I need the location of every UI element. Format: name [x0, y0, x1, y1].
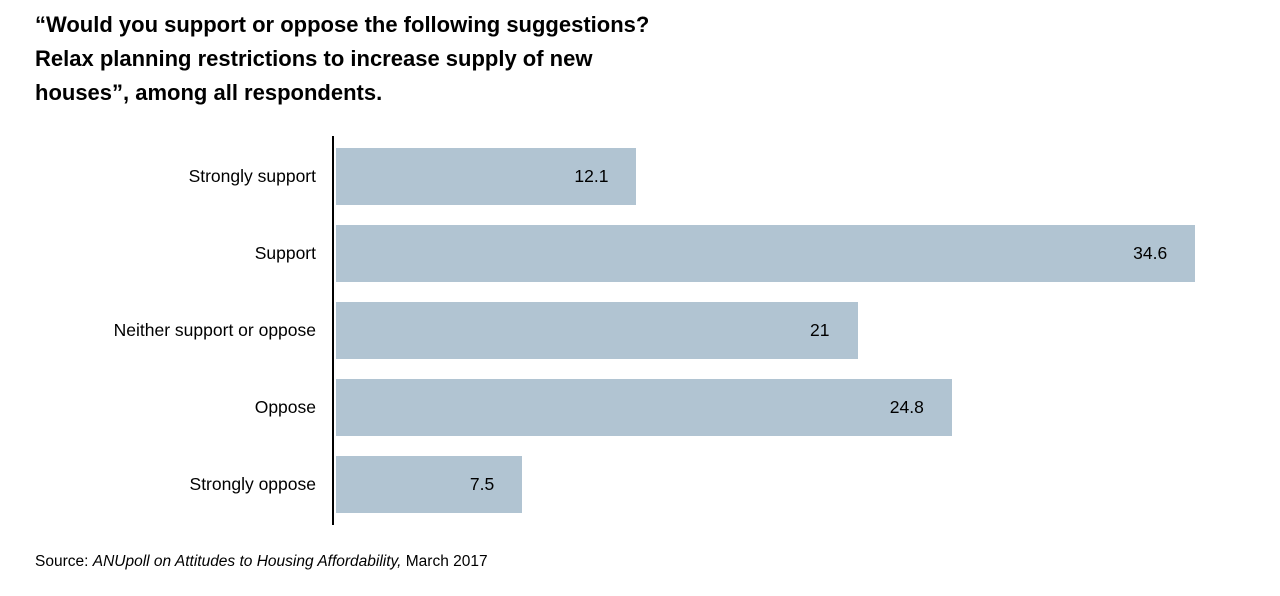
bar-value-label: 12.1 [574, 166, 609, 186]
source-prefix: Source: [35, 553, 93, 570]
bar: 21 [336, 302, 858, 359]
bar-value-label: 24.8 [889, 397, 924, 417]
bar-row: Support 34.6 [35, 225, 1230, 282]
bar: 12.1 [336, 148, 637, 205]
bar-area: 12.1 [336, 148, 1230, 205]
category-label: Strongly support [188, 166, 316, 186]
y-axis-line [332, 136, 334, 525]
bar-row: Strongly support 12.1 [35, 148, 1230, 205]
bar: 24.8 [336, 379, 952, 436]
chart-title: “Would you support or oppose the followi… [35, 12, 650, 105]
bar-row: Strongly oppose 7.5 [35, 456, 1230, 513]
source-date: March 2017 [401, 553, 488, 570]
bar-value-label: 34.6 [1133, 243, 1168, 263]
bar-chart: Strongly support 12.1 Support 34.6 Neith… [35, 136, 1230, 525]
bar: 7.5 [336, 456, 523, 513]
bar-value-label: 7.5 [469, 474, 495, 494]
bar-area: 21 [336, 302, 1230, 359]
bar: 34.6 [336, 225, 1196, 282]
bar-area: 24.8 [336, 379, 1230, 436]
category-label: Neither support or oppose [113, 320, 316, 340]
source-citation: Source: ANUpoll on Attitudes to Housing … [35, 553, 488, 571]
source-title: ANUpoll on Attitudes to Housing Affordab… [92, 553, 402, 570]
category-label: Oppose [254, 397, 316, 417]
bar-value-label: 21 [810, 320, 830, 340]
bar-area: 7.5 [336, 456, 1230, 513]
bar-area: 34.6 [336, 225, 1230, 282]
category-label: Support [254, 243, 316, 263]
bar-row: Neither support or oppose 21 [35, 302, 1230, 359]
bar-row: Oppose 24.8 [35, 379, 1230, 436]
category-label: Strongly oppose [189, 474, 316, 494]
